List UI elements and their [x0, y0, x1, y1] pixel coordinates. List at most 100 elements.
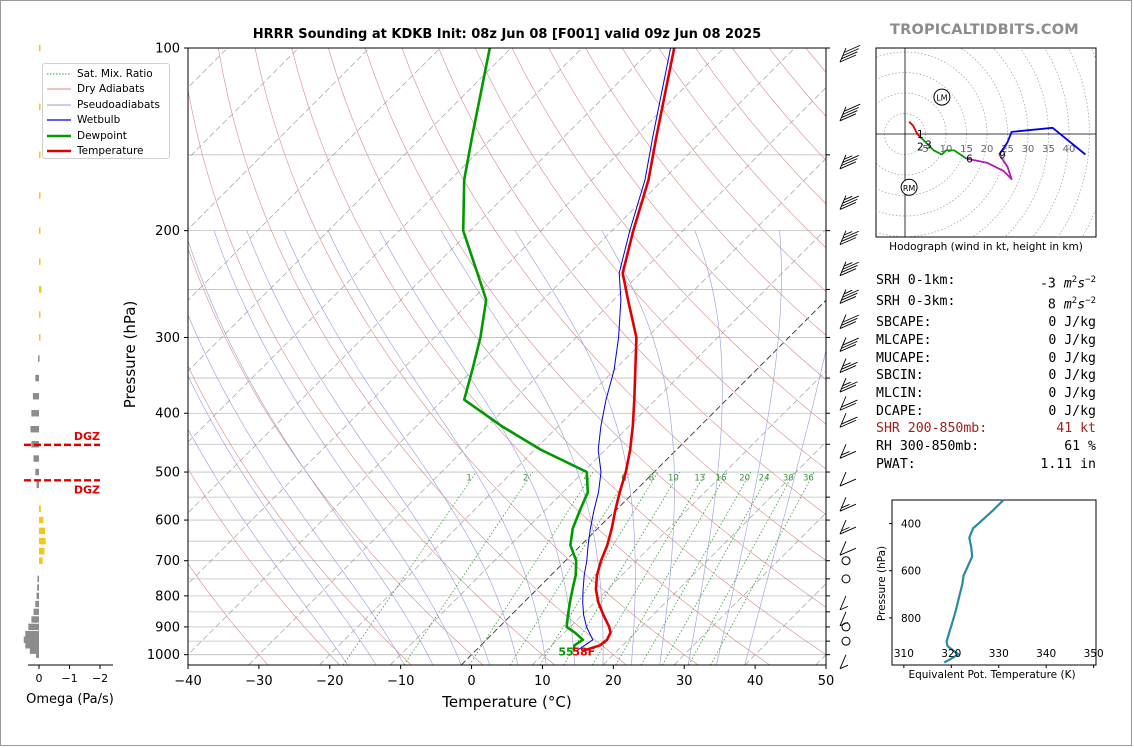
wind-barb [839, 519, 857, 535]
wind-barb-flag [841, 110, 858, 119]
omega-bar [39, 227, 41, 234]
param-value: 8 m2s−2 [1047, 296, 1096, 313]
param-pwat: PWAT: 1.11 in [876, 456, 1096, 474]
omega-x-axis-label: Omega (Pa/s) [26, 692, 114, 707]
hodograph-height-label: 3 [925, 139, 932, 151]
param-label: MUCAPE: [876, 350, 932, 366]
pseudoadiabat [744, 348, 826, 665]
param-label: SHR 200-850mb: [876, 421, 988, 437]
wind-barb-flag [844, 44, 861, 53]
mixing-ratio-line [509, 471, 631, 665]
mixing-ratio-line [403, 471, 533, 665]
wind-barb-flag [841, 416, 858, 425]
omega-bar [39, 557, 43, 564]
omega-bar [28, 623, 39, 631]
mixing-ratio-line [592, 471, 707, 665]
wind-barb-staff [839, 413, 847, 428]
omega-bar [39, 258, 41, 265]
isotherm [248, 87, 826, 665]
pseudoadiabat [716, 230, 782, 665]
wind-barb [839, 337, 859, 352]
param-mlcin: MLCIN: 0 J/kg [876, 385, 1096, 403]
mixing-ratio-line [710, 471, 815, 665]
wind-barb-flag [839, 321, 857, 329]
wind-barb [839, 471, 857, 487]
param-shr: SHR 200-850mb: 41 kt [876, 420, 1096, 438]
isotherm [460, 299, 826, 665]
wind-barb-half [841, 451, 850, 456]
wind-barb-calm [841, 574, 851, 584]
surface-temperature-label: 58F [572, 646, 595, 659]
param-label: SRH 0-1km: [876, 273, 956, 288]
wind-barb-half [842, 362, 851, 367]
wind-barb-flag [839, 526, 857, 535]
isotherm [188, 48, 512, 372]
omega-bar [38, 355, 40, 362]
wind-barb-staff [839, 611, 847, 627]
mixing-ratio-label: 16 [716, 473, 727, 483]
param-label: SBCIN: [876, 368, 924, 384]
isotherm [0, 48, 15, 665]
hodograph-ring-label: 5 [922, 144, 928, 155]
wind-barb [839, 444, 857, 459]
omega-bar [36, 592, 39, 600]
dry-adiabat [328, 48, 826, 656]
wind-barb-flag [839, 296, 857, 304]
theta-e-x-tick-label: 310 [894, 648, 914, 660]
wind-barb-flag [839, 450, 857, 459]
dry-adiabat [585, 48, 826, 336]
dgz-label: DGZ [74, 430, 100, 443]
wind-barb [839, 195, 859, 210]
x-tick-label: 30 [676, 674, 693, 689]
wind-barb-flag [839, 478, 857, 487]
wind-barb-staff [839, 337, 847, 352]
legend-label: Sat. Mix. Ratio [77, 67, 153, 80]
dry-adiabat [438, 48, 826, 516]
surface-dewpoint-label: 55 [558, 646, 573, 659]
wind-barb-flag [839, 419, 857, 428]
pseudoadiabat [188, 314, 405, 665]
isotherm [188, 48, 583, 443]
pseudoadiabat [188, 375, 377, 665]
wind-barb-flag [842, 155, 859, 163]
legend-label: Pseudoadiabats [77, 98, 160, 111]
dry-adiabat [188, 365, 412, 665]
hodograph-ring-label: 20 [981, 144, 994, 155]
wind-barb [839, 496, 857, 512]
wind-barb-flag [841, 292, 858, 301]
wind-barb-flag [839, 503, 857, 512]
theta-e-frame [891, 499, 1097, 666]
omega-x-tick-label: −1 [61, 672, 77, 685]
wind-barb-staff [839, 154, 847, 170]
omega-bar [25, 642, 39, 649]
param-value: 0 J/kg [1048, 332, 1096, 348]
theta-e-y-tick-label: 800 [901, 613, 921, 625]
omega-x-tick-label: 0 [36, 672, 43, 685]
isotherm [390, 228, 826, 665]
mixing-ratio-label: 20 [739, 473, 750, 483]
y-axis-label: Pressure (hPa) [121, 301, 139, 409]
wind-barb-staff [839, 396, 847, 411]
param-srh-0-1: SRH 0-1km: -3 m2s−2 [876, 272, 1096, 293]
wind-barb-flag [839, 344, 857, 352]
x-tick-label: 20 [605, 674, 622, 689]
wind-barb-half [844, 155, 853, 160]
hodograph-segment [908, 121, 923, 139]
wind-barb-staff [839, 195, 847, 210]
omega-bar [39, 286, 42, 293]
wind-barb-flag [841, 265, 858, 273]
x-tick-label: 40 [747, 674, 764, 689]
param-label: MLCIN: [876, 386, 924, 401]
y-tick-label: 1000 [147, 648, 180, 663]
param-value: 0 J/kg [1048, 350, 1096, 366]
omega-bar [39, 151, 41, 159]
wind-barb-flag [839, 237, 857, 246]
mixing-ratio-line [615, 471, 728, 665]
wind-barb-half [841, 504, 850, 509]
wind-barb-half [839, 664, 849, 670]
y-tick-label: 100 [155, 42, 180, 57]
wind-barb-staff [839, 654, 847, 669]
param-dcape: DCAPE: 0 J/kg [876, 403, 1096, 421]
y-tick-label: 200 [155, 224, 180, 239]
